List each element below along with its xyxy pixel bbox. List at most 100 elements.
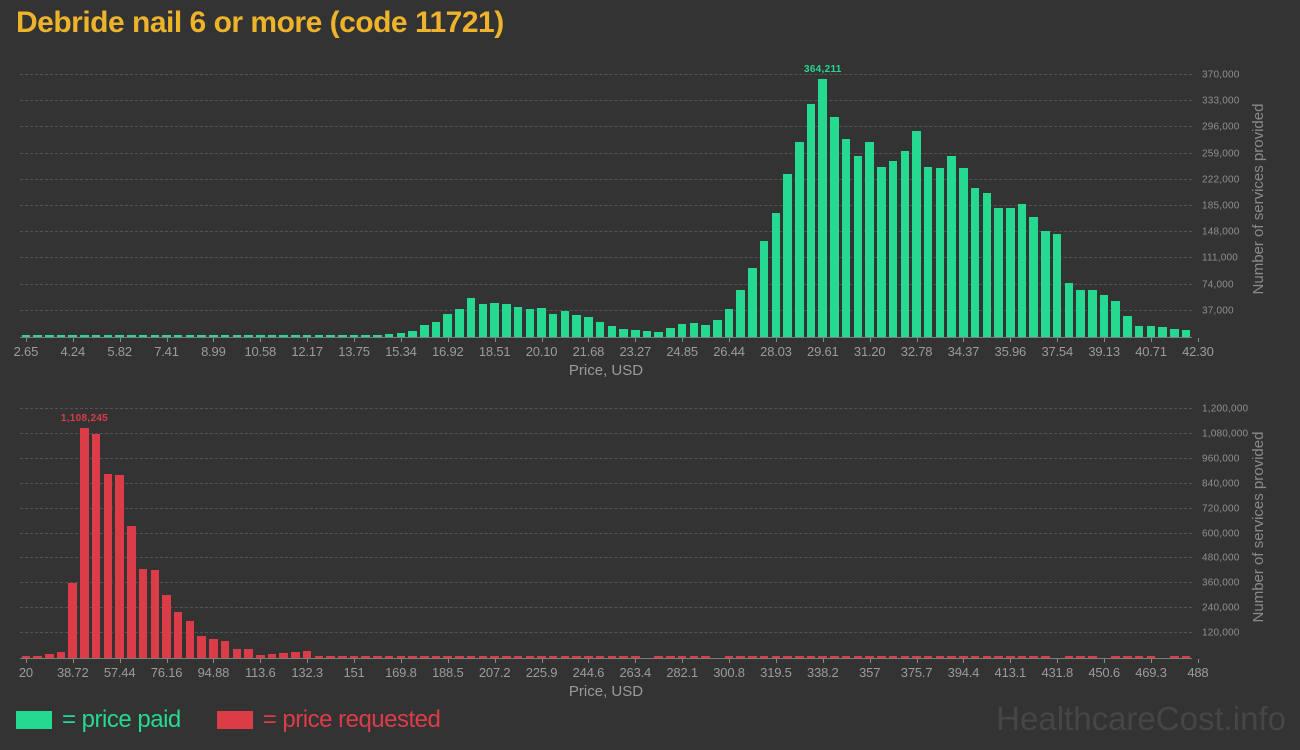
gridline xyxy=(20,309,1192,311)
bar xyxy=(654,331,663,337)
gridline xyxy=(20,73,1192,75)
gridline xyxy=(20,257,1192,259)
x-tick-label: 13.75 xyxy=(338,344,370,359)
y-tick-label: 259,000 xyxy=(1202,148,1240,160)
bar xyxy=(431,322,441,337)
bar xyxy=(1005,656,1015,658)
x-tick-mark xyxy=(541,659,543,663)
bar xyxy=(466,297,476,337)
x-tick-label: 23.27 xyxy=(619,344,652,359)
bar xyxy=(830,656,839,658)
legend-label-requested: = price requested xyxy=(262,706,441,733)
x-tick-label: 188.5 xyxy=(431,665,464,680)
gridline xyxy=(20,507,1192,509)
bar xyxy=(748,267,757,337)
bar xyxy=(1123,656,1132,658)
x-tick-label: 8.99 xyxy=(201,344,226,359)
paid-color-swatch xyxy=(16,711,52,729)
bar xyxy=(935,167,945,337)
x-tick-mark xyxy=(541,338,543,342)
x-tick-mark xyxy=(916,659,918,663)
bar xyxy=(45,654,54,658)
bar xyxy=(21,656,31,658)
bar xyxy=(865,656,874,658)
bar xyxy=(888,160,898,337)
gridline xyxy=(20,482,1192,484)
bar xyxy=(408,330,417,337)
gridline xyxy=(20,283,1192,285)
bar xyxy=(994,208,1003,337)
bar xyxy=(736,290,745,337)
bar xyxy=(115,474,124,658)
x-tick-label: 26.44 xyxy=(713,344,745,359)
x-tick-label: 375.7 xyxy=(900,665,933,680)
bar xyxy=(490,656,499,658)
bar xyxy=(138,335,148,337)
x-tick-label: 450.6 xyxy=(1088,665,1120,680)
bar xyxy=(1099,295,1109,337)
x-tick-label: 35.96 xyxy=(994,344,1027,359)
paid-bars xyxy=(20,60,1192,337)
bar xyxy=(220,335,230,337)
bar xyxy=(443,656,452,658)
x-tick-label: 57.44 xyxy=(103,665,136,680)
bar xyxy=(197,335,206,337)
requested-color-swatch xyxy=(216,711,253,729)
bar xyxy=(1029,216,1038,337)
bar xyxy=(1005,208,1015,337)
bar xyxy=(654,656,663,658)
y-tick-label: 1,200,000 xyxy=(1202,403,1249,415)
x-tick-mark xyxy=(1010,659,1012,663)
x-tick-label: 413.1 xyxy=(994,665,1027,680)
x-tick-label: 31.20 xyxy=(853,344,886,359)
paid-x-axis-title: Price, USD xyxy=(568,362,644,379)
x-tick-mark xyxy=(729,338,731,342)
x-tick-mark xyxy=(1197,659,1199,663)
bar xyxy=(1029,656,1038,658)
bar xyxy=(900,656,910,658)
x-tick-label: 338.2 xyxy=(807,665,839,680)
bar xyxy=(45,335,54,337)
x-tick-label: 4.24 xyxy=(60,344,85,359)
bar xyxy=(291,335,300,337)
bar xyxy=(255,335,265,337)
x-tick-mark xyxy=(119,338,121,342)
bar xyxy=(1088,289,1097,337)
bar xyxy=(1123,316,1132,337)
x-tick-mark xyxy=(166,659,168,663)
gridline xyxy=(20,532,1192,534)
y-tick-label: 600,000 xyxy=(1202,528,1240,540)
bar xyxy=(279,652,288,658)
bar xyxy=(560,310,570,337)
requested-gridlines xyxy=(20,395,1192,658)
bar xyxy=(970,656,980,658)
y-tick-label: 840,000 xyxy=(1202,478,1240,490)
bar xyxy=(91,434,101,658)
gridline xyxy=(20,607,1192,609)
paid-price-histogram: 37,000 74,000 111,000 148,000 185,000 222,000… xyxy=(14,60,1267,379)
x-tick-mark xyxy=(729,659,731,663)
x-tick-mark xyxy=(682,659,684,663)
bar xyxy=(619,329,628,337)
legend: = price paid = price requested xyxy=(16,706,441,734)
bar xyxy=(127,526,136,658)
x-tick-label: 244.6 xyxy=(572,665,605,680)
x-tick-label: 94.88 xyxy=(197,665,230,680)
y-tick-label: 360,000 xyxy=(1202,577,1240,589)
x-tick-label: 20 xyxy=(18,665,33,680)
bar xyxy=(1041,230,1050,337)
y-tick-label: 37,000 xyxy=(1202,305,1234,317)
bar xyxy=(912,656,921,658)
bar xyxy=(677,656,687,658)
gridline xyxy=(20,152,1192,154)
x-tick-mark xyxy=(1150,338,1152,342)
bar xyxy=(935,656,945,658)
y-tick-label: 148,000 xyxy=(1202,226,1240,238)
y-tick-label: 960,000 xyxy=(1202,453,1240,465)
bar xyxy=(455,656,464,658)
bar xyxy=(806,103,816,337)
x-tick-mark xyxy=(72,659,74,663)
bar xyxy=(373,334,382,337)
bar xyxy=(759,656,769,658)
x-tick-mark xyxy=(447,338,449,342)
